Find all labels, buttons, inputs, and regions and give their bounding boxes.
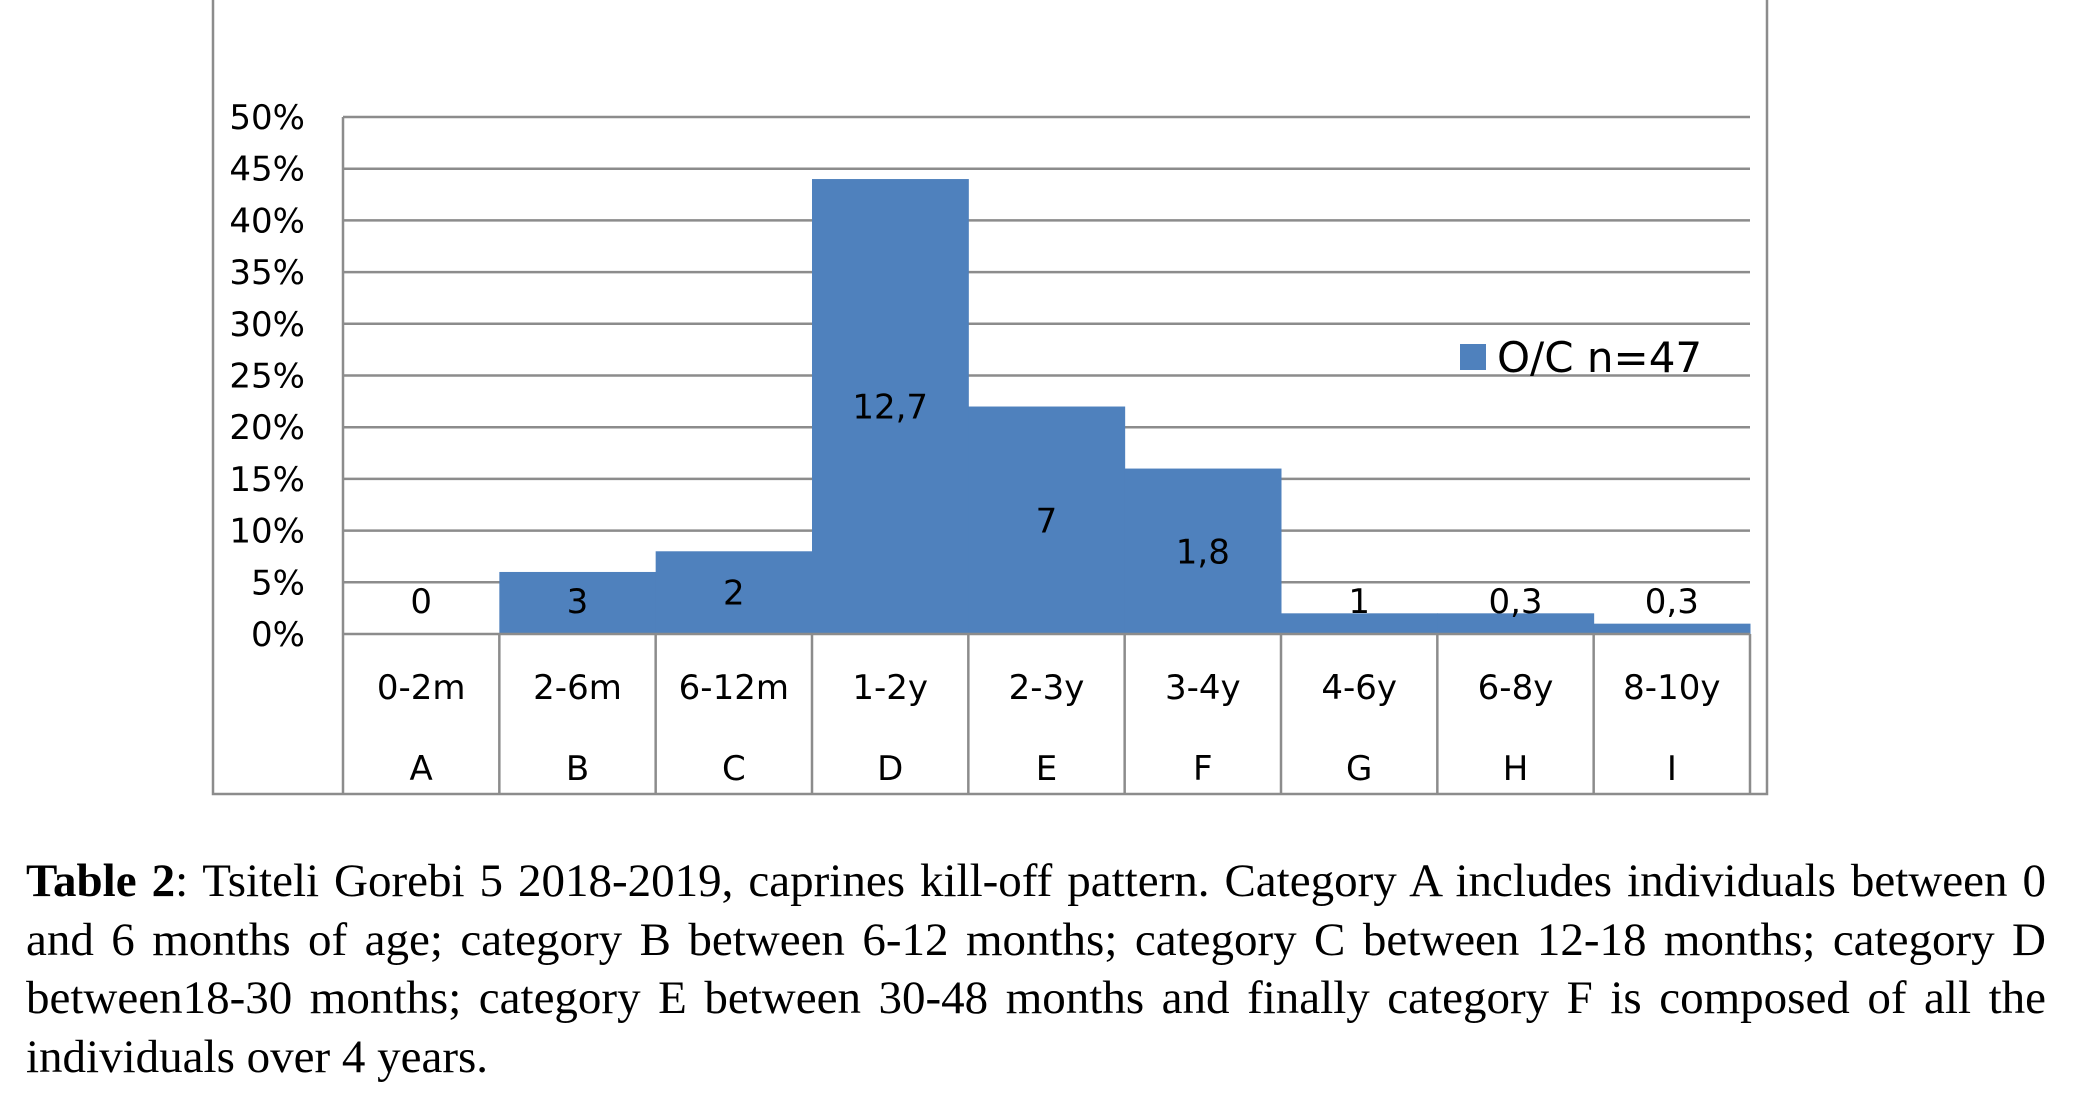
y-tick-label: 5%: [251, 563, 305, 603]
category-letter: H: [1503, 749, 1529, 789]
y-tick-label: 20%: [229, 408, 305, 448]
caption-label: Table 2: [26, 855, 176, 907]
category-letter: F: [1193, 749, 1213, 789]
y-tick-label: 35%: [229, 253, 305, 293]
data-label: 7: [1036, 501, 1058, 541]
legend-swatch: [1460, 344, 1486, 370]
y-tick-label: 0%: [251, 615, 305, 655]
bar: [655, 551, 813, 634]
category-letter: G: [1346, 749, 1372, 789]
data-label: 0,3: [1488, 582, 1542, 622]
category-letter: B: [566, 749, 589, 789]
legend: O/C n=47: [1460, 333, 1702, 382]
bar: [1281, 613, 1438, 634]
y-tick-label: 25%: [229, 357, 305, 397]
x-tick-label: 8-10y: [1623, 668, 1720, 708]
data-label: 1,8: [1176, 532, 1230, 572]
y-tick-label: 10%: [229, 512, 305, 552]
labels: 0% 5% 10% 15% 20% 25% 30% 35% 40% 45% 50% 0-2m A 2-6m…: [229, 98, 1720, 789]
kill-off-bar-chart: 0% 5% 10% 15% 20% 25% 30% 35% 40% 45% 50% 0-2m A 2-6m…: [211, 0, 1769, 796]
data-label: 3: [567, 582, 589, 622]
bars: [499, 179, 1751, 635]
bar: [499, 571, 657, 634]
bar: [812, 179, 969, 635]
axes: [341, 117, 1752, 794]
data-label: 2: [723, 574, 745, 614]
bar: [1593, 623, 1751, 634]
x-tick-label: 6-8y: [1478, 668, 1554, 708]
x-tick-label: 2-3y: [1009, 668, 1085, 708]
x-tick-label: 6-12m: [679, 668, 789, 708]
y-tick-label: 40%: [229, 201, 305, 241]
category-letter: I: [1667, 749, 1677, 789]
category-letter: A: [410, 749, 433, 789]
y-tick-label: 45%: [229, 150, 305, 190]
legend-label: O/C n=47: [1497, 333, 1702, 382]
chart-area-frame: [211, 0, 1769, 796]
data-label: 1: [1348, 582, 1370, 622]
category-letter: C: [722, 749, 746, 789]
x-tick-label: 1-2y: [852, 668, 928, 708]
category-letter: D: [877, 749, 903, 789]
x-tick-label: 0-2m: [377, 668, 466, 708]
bar: [968, 406, 1126, 634]
data-label: 0,3: [1645, 582, 1699, 622]
data-label: 12,7: [852, 388, 928, 428]
y-tick-label: 15%: [229, 460, 305, 500]
x-tick-label: 4-6y: [1321, 668, 1397, 708]
caption-text: : Tsiteli Gorebi 5 2018-2019, caprines k…: [26, 855, 2046, 1083]
category-letter: E: [1036, 749, 1057, 789]
figure-caption: Table 2: Tsiteli Gorebi 5 2018-2019, cap…: [26, 852, 2046, 1086]
x-tick-label: 3-4y: [1165, 668, 1241, 708]
x-tick-label: 2-6m: [533, 668, 622, 708]
y-tick-label: 50%: [229, 98, 305, 138]
bar: [1437, 613, 1595, 634]
y-tick-label: 30%: [229, 305, 305, 345]
bar: [1124, 468, 1282, 634]
data-label: 0: [410, 582, 432, 622]
